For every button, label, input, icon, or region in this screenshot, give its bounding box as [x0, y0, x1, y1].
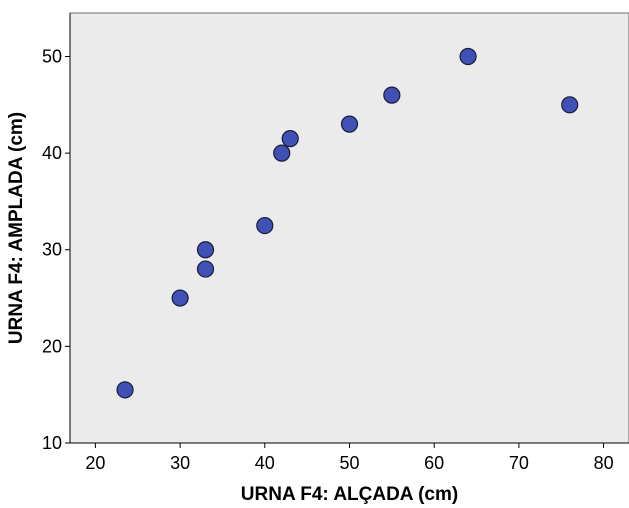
x-axis-title: URNA F4: ALÇADA (cm)	[241, 484, 458, 505]
y-tick-label: 20	[42, 336, 62, 356]
data-point	[196, 241, 215, 259]
data-point	[340, 115, 359, 133]
data-point	[256, 216, 274, 235]
x-tick-label: 70	[509, 453, 529, 473]
y-tick-label: 50	[42, 46, 62, 66]
axis-ticks: 20 30 40 50 60 70 80 10 20 30 40 50	[42, 46, 614, 473]
data-point	[281, 130, 299, 148]
data-point	[116, 381, 134, 399]
data-point	[171, 289, 189, 307]
data-point	[196, 260, 215, 278]
y-tick-label: 40	[42, 143, 62, 163]
data-point	[383, 86, 401, 104]
x-tick-label: 60	[424, 453, 444, 473]
x-tick-label: 40	[255, 453, 275, 473]
data-point	[561, 96, 579, 114]
x-tick-label: 50	[339, 453, 359, 473]
data-point	[273, 144, 291, 162]
plot-area	[69, 12, 629, 444]
data-points	[116, 47, 579, 399]
x-tick-label: 30	[170, 453, 190, 473]
x-tick-label: 80	[594, 453, 614, 473]
y-tick-label: 10	[42, 433, 62, 453]
y-axis-title: URNA F4: AMPLADA (cm)	[6, 112, 27, 344]
y-tick-label: 30	[42, 240, 62, 260]
data-point	[459, 47, 477, 66]
x-tick-label: 20	[85, 453, 105, 473]
